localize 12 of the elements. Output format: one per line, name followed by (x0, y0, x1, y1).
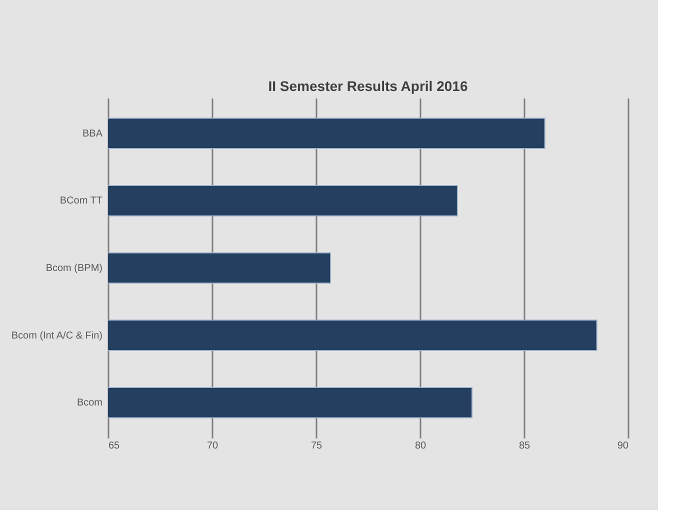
y-tick-label: Bcom (Int A/C & Fin) (11, 330, 102, 342)
x-tick-label: 80 (414, 440, 426, 452)
y-tick-label: BCom TT (60, 196, 102, 207)
y-tick-label: Bcom (76, 398, 102, 409)
y-tick-label: Bcom (BPM) (46, 263, 102, 274)
x-tick-label: 90 (617, 440, 629, 452)
x-tick-label: 70 (206, 440, 218, 452)
y-tick-label: BBA (82, 128, 103, 140)
x-tick-label: 75 (310, 440, 322, 452)
x-tick-label: 85 (518, 440, 530, 452)
x-tick-label: 65 (108, 440, 120, 452)
chart-title: II Semester Results April 2016 (268, 78, 468, 94)
